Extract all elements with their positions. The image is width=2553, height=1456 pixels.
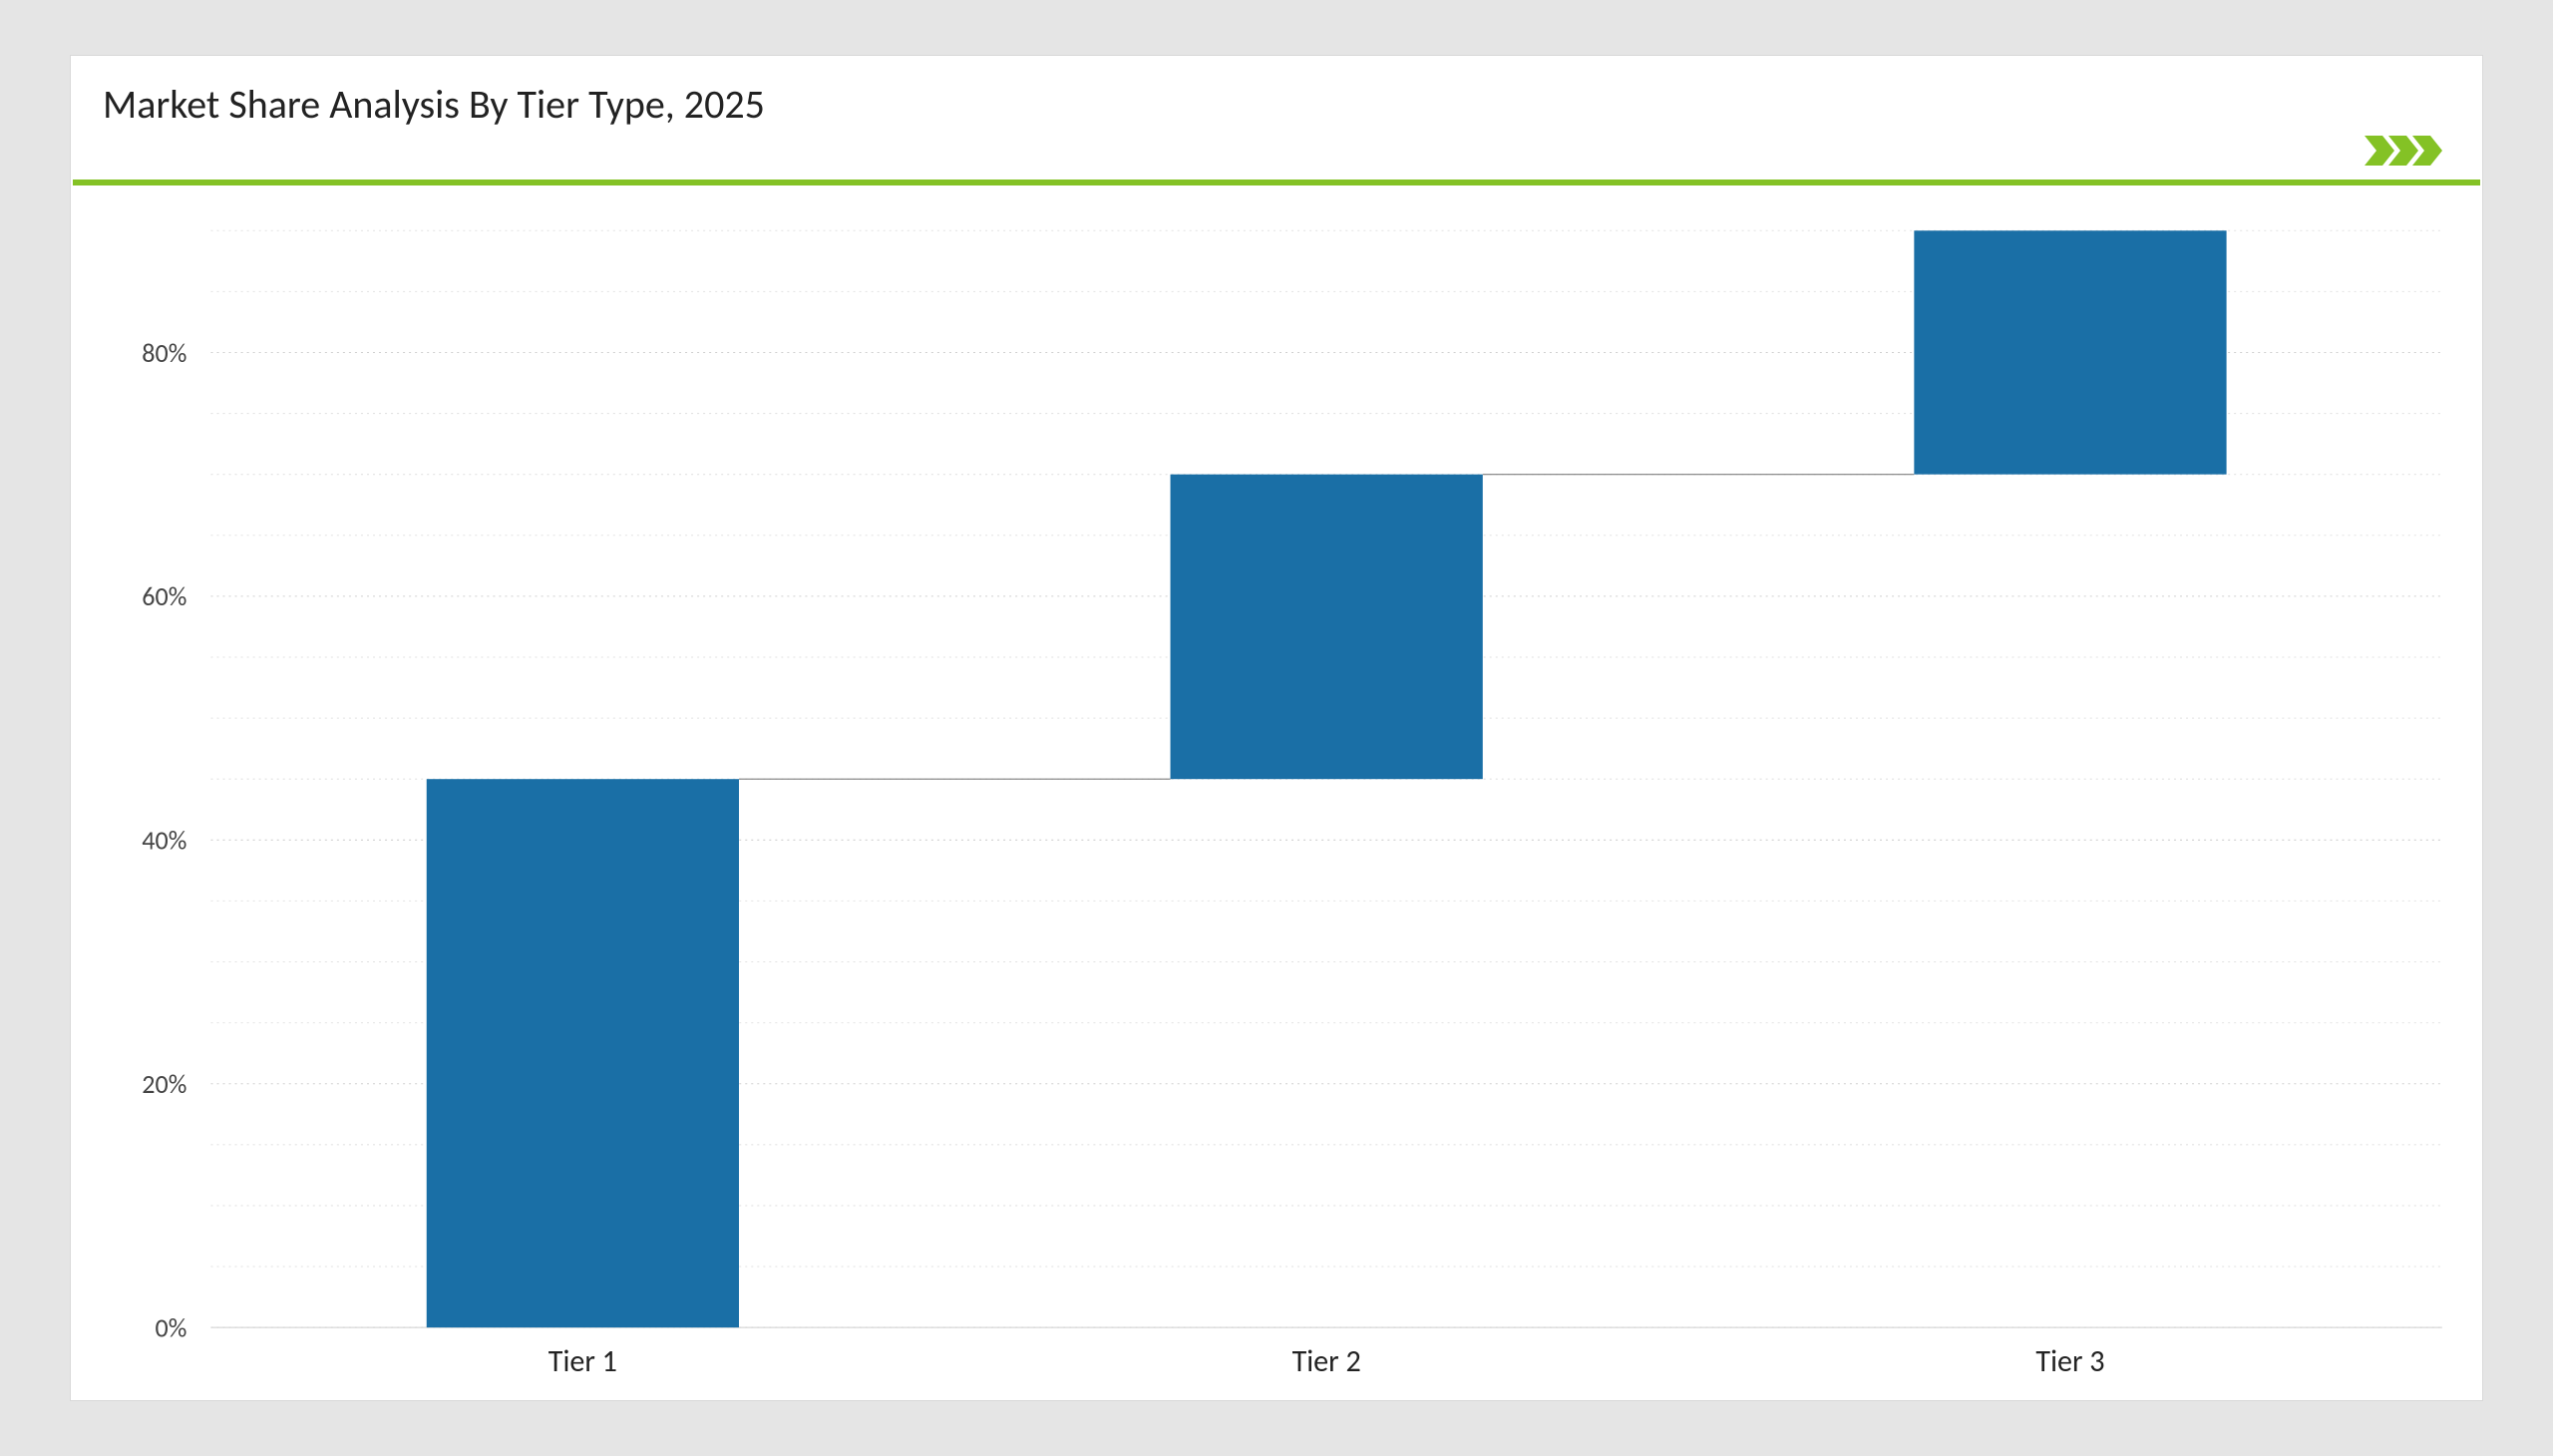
svg-text:80%: 80% [142, 337, 186, 370]
category-label: Tier 3 [2035, 1342, 2104, 1380]
svg-text:40%: 40% [142, 825, 186, 858]
accent-chevrons-icon [2365, 136, 2450, 166]
bar-tier-3 [1914, 230, 2226, 474]
category-label: Tier 2 [1292, 1342, 1361, 1380]
bar-tier-2 [1171, 475, 1483, 780]
category-label: Tier 1 [548, 1342, 617, 1380]
plot-area: 0% 20% 40% 60% 80% Tier 1 Tier 2 Tier 3 [71, 185, 2482, 1400]
svg-text:0%: 0% [156, 1312, 187, 1345]
chart-card: Market Share Analysis By Tier Type, 2025… [70, 55, 2483, 1401]
title-row: Market Share Analysis By Tier Type, 2025 [71, 56, 2482, 166]
waterfall-chart: 0% 20% 40% 60% 80% Tier 1 Tier 2 Tier 3 [71, 185, 2482, 1400]
svg-text:20%: 20% [142, 1069, 186, 1102]
svg-text:60%: 60% [142, 581, 186, 614]
bar-tier-1 [427, 779, 739, 1327]
chart-title: Market Share Analysis By Tier Type, 2025 [103, 80, 765, 129]
